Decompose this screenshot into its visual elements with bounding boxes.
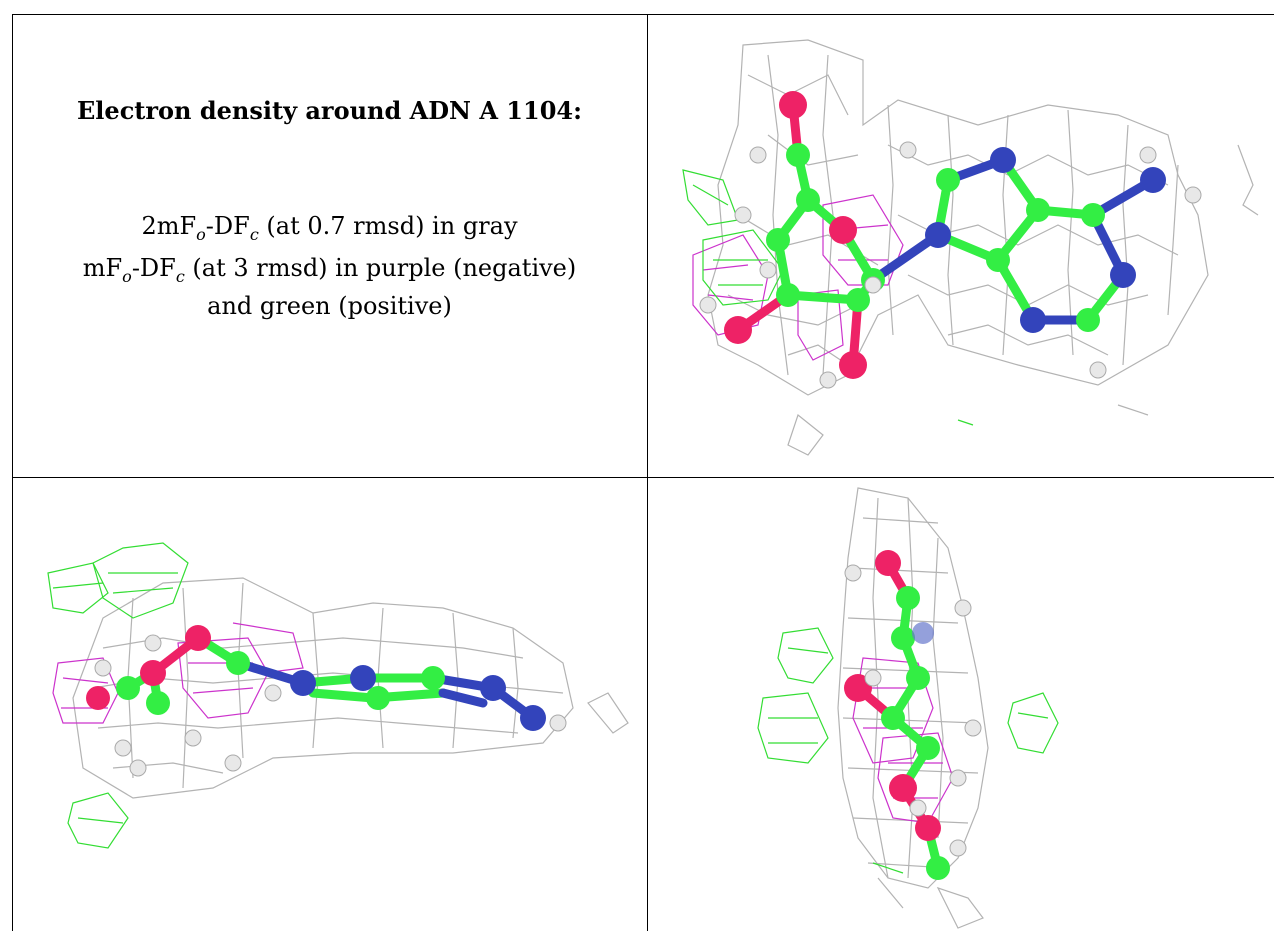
ligand-atoms (86, 625, 567, 777)
bottom-left-render (47, 542, 629, 849)
caption-title: Electron density around ADN A 1104: (77, 96, 582, 125)
caption-line-1: 2mFo-DFc (at 0.7 rmsd) in gray (141, 212, 518, 244)
divider-vertical (647, 14, 648, 931)
border-left (12, 14, 13, 931)
density-mesh-green (682, 169, 974, 426)
ligand-atoms (844, 550, 982, 880)
caption-line-2: mFo-DFc (at 3 rmsd) in purple (negative) (82, 254, 577, 286)
density-mesh-green (757, 627, 1059, 874)
divider-horizontal (12, 477, 1274, 478)
bottom-right-view (648, 478, 1274, 931)
bottom-left-view (13, 478, 647, 931)
top-right-view (648, 15, 1274, 477)
caption-panel: Electron density around ADN A 1104: 2mFo… (12, 14, 647, 476)
bottom-right-render (757, 487, 1059, 929)
top-right-render (682, 39, 1259, 456)
caption-line-3: and green (positive) (207, 292, 452, 320)
density-mesh-gray (837, 487, 989, 929)
border-top (12, 14, 1274, 15)
density-mesh-green (47, 542, 189, 849)
ligand-atoms (699, 91, 1202, 389)
